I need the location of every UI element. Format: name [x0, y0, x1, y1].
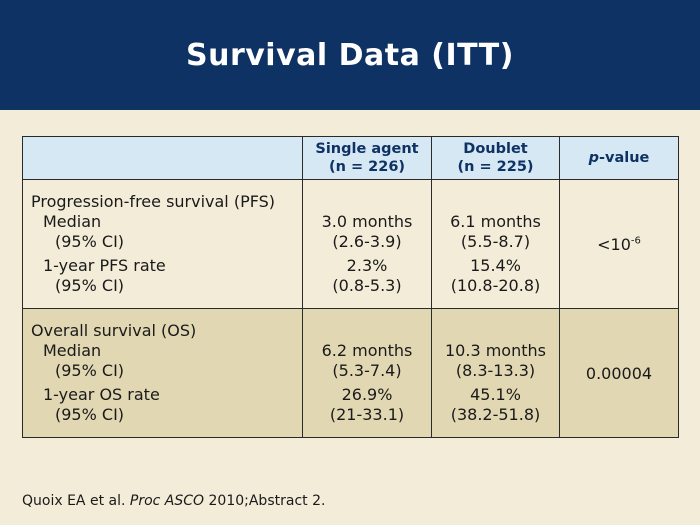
header-single-agent: Single agent (n = 226)	[302, 136, 432, 180]
header-doublet-n: (n = 225)	[457, 159, 534, 175]
os-label-cell: Overall survival (OS) Median (95% CI) 1-…	[22, 308, 303, 438]
header-single-agent-label: Single agent	[315, 141, 419, 157]
os-doublet-cell: 10.3 months (8.3-13.3) 45.1% (38.2-51.8)	[431, 308, 560, 438]
os-p-value: 0.00004	[585, 363, 653, 383]
pfs-doublet-median: 6.1 months	[450, 212, 541, 231]
pfs-median-label: Median	[43, 212, 102, 231]
pfs-single-rate-ci: (0.8-5.3)	[332, 276, 402, 295]
title-bar: Survival Data (ITT)	[0, 0, 700, 110]
pfs-p-base: <10	[597, 234, 631, 254]
citation: Quoix EA et al. Proc ASCO 2010;Abstract …	[22, 493, 325, 509]
pfs-single-rate: 2.3%	[346, 256, 388, 275]
os-median-ci-label: (95% CI)	[55, 361, 125, 380]
pfs-doublet-rate-ci: (10.8-20.8)	[450, 276, 541, 295]
pfs-p-value: <10-6	[597, 235, 641, 254]
os-doublet-median: 10.3 months	[445, 341, 546, 360]
os-single-median: 6.2 months	[321, 341, 413, 360]
table-header-row: Single agent (n = 226) Doublet (n = 225)…	[22, 136, 679, 180]
pfs-rate-label: 1-year PFS rate	[43, 256, 166, 275]
header-p-value: p-value	[559, 136, 679, 180]
os-median-label: Median	[43, 341, 102, 360]
header-doublet: Doublet (n = 225)	[431, 136, 560, 180]
os-rate-label: 1-year OS rate	[43, 385, 160, 404]
table-row-pfs: Progression-free survival (PFS) Median (…	[22, 179, 679, 309]
survival-table: Single agent (n = 226) Doublet (n = 225)…	[22, 136, 679, 438]
citation-journal: Proc ASCO	[129, 493, 205, 509]
pfs-doublet-rate: 15.4%	[470, 256, 521, 275]
os-single-rate-ci: (21-33.1)	[329, 405, 405, 424]
os-single-cell: 6.2 months (5.3-7.4) 26.9% (21-33.1)	[302, 308, 432, 438]
slide-title: Survival Data (ITT)	[185, 37, 514, 73]
pfs-single-cell: 3.0 months (2.6-3.9) 2.3% (0.8-5.3)	[302, 179, 432, 309]
os-label: Overall survival (OS)	[31, 321, 197, 340]
header-empty-cell	[22, 136, 303, 180]
os-doublet-rate-ci: (38.2-51.8)	[450, 405, 541, 424]
pfs-single-median-ci: (2.6-3.9)	[332, 232, 402, 251]
header-doublet-label: Doublet	[463, 141, 528, 157]
pfs-median-ci-label: (95% CI)	[55, 232, 125, 251]
citation-suffix: 2010;Abstract 2.	[204, 493, 326, 509]
header-p-italic: p	[588, 150, 599, 166]
os-p-value-cell: 0.00004	[559, 308, 679, 438]
header-p-rest: -value	[599, 150, 650, 166]
pfs-label: Progression-free survival (PFS)	[31, 192, 276, 211]
pfs-label-cell: Progression-free survival (PFS) Median (…	[22, 179, 303, 309]
os-single-median-ci: (5.3-7.4)	[332, 361, 402, 380]
citation-prefix: Quoix EA et al.	[22, 493, 130, 509]
pfs-doublet-median-ci: (5.5-8.7)	[460, 232, 531, 251]
os-rate-ci-label: (95% CI)	[55, 405, 125, 424]
pfs-single-median: 3.0 months	[321, 212, 413, 231]
pfs-rate-ci-label: (95% CI)	[55, 276, 125, 295]
header-single-agent-n: (n = 226)	[328, 159, 406, 175]
table-row-os: Overall survival (OS) Median (95% CI) 1-…	[22, 308, 679, 438]
os-single-rate: 26.9%	[341, 385, 393, 404]
pfs-p-exponent: -6	[630, 235, 641, 247]
pfs-doublet-cell: 6.1 months (5.5-8.7) 15.4% (10.8-20.8)	[431, 179, 560, 309]
pfs-p-value-cell: <10-6	[559, 179, 679, 309]
os-doublet-median-ci: (8.3-13.3)	[455, 361, 536, 380]
os-doublet-rate: 45.1%	[470, 385, 521, 404]
